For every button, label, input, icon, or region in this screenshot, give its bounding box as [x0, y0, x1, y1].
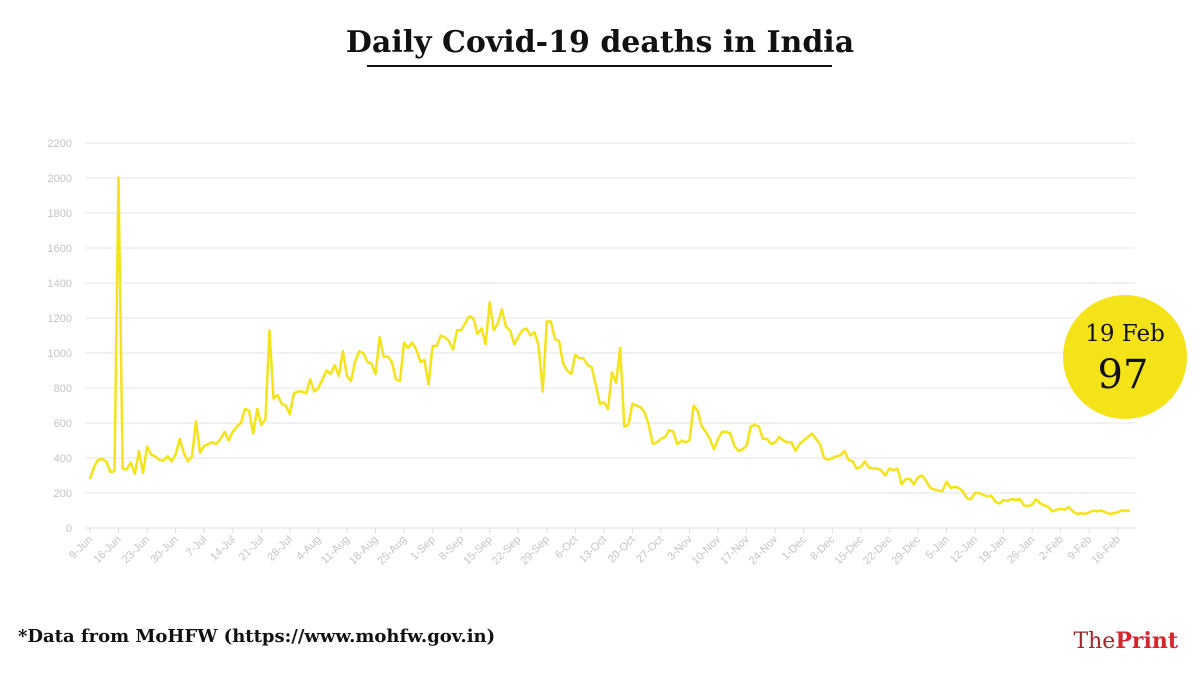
x-tick-label: 16-Feb	[1090, 534, 1123, 567]
callout-value: 97	[1098, 352, 1149, 398]
x-tick-label: 27-Oct	[634, 534, 666, 566]
x-tick-label: 10-Nov	[690, 533, 724, 567]
x-tick-label: 11-Aug	[319, 534, 352, 567]
x-tick-label: 20-Oct	[606, 534, 638, 566]
x-tick-label: 24-Nov	[747, 533, 781, 567]
x-tick-label: 15-Dec	[832, 533, 866, 567]
y-tick-label: 1000	[48, 348, 72, 360]
y-tick-label: 400	[54, 453, 72, 465]
x-tick-label: 14-Jul	[208, 534, 238, 564]
x-tick-label: 21-Jul	[237, 534, 267, 564]
y-tick-label: 0	[66, 523, 72, 535]
x-tick-label: 28-Jul	[265, 534, 295, 564]
x-tick-label: 22-Sep	[490, 534, 524, 568]
y-tick-label: 1400	[48, 278, 72, 290]
data-line	[88, 176, 1131, 516]
x-tick-label: 29-Sep	[518, 534, 552, 568]
x-tick-label: 26-Jan	[1005, 534, 1037, 566]
brand-second: Print	[1115, 628, 1178, 654]
x-tick-label: 2-Feb	[1037, 534, 1066, 563]
x-tick-label: 22-Dec	[861, 533, 895, 567]
x-tick-label: 1-Dec	[780, 533, 810, 563]
x-tick-label: 16-Jun	[91, 534, 123, 566]
source-note: *Data from MoHFW (https://www.mohfw.gov.…	[18, 626, 495, 647]
x-tick-label: 1-Sep	[408, 534, 437, 563]
brand-first: The	[1073, 629, 1115, 654]
x-tick-label: 23-Jun	[120, 534, 152, 566]
x-tick-label: 30-Jun	[148, 534, 180, 566]
y-tick-label: 2200	[48, 138, 72, 150]
x-tick-label: 17-Nov	[718, 533, 752, 567]
x-tick-label: 19-Jan	[976, 534, 1008, 566]
x-tick-label: 18-Aug	[347, 534, 381, 568]
chart-title: Daily Covid-19 deaths in India	[346, 25, 854, 60]
callout-date: 19 Feb	[1085, 321, 1165, 347]
x-tick-label: 12-Jan	[948, 534, 980, 566]
callout-circle	[1063, 295, 1187, 419]
brand-logo: ThePrint	[1073, 628, 1178, 654]
y-tick-label: 1800	[48, 208, 72, 220]
x-tick-label: 13-Oct	[577, 534, 609, 566]
y-tick-label: 200	[54, 488, 72, 500]
x-tick-label: 15-Sep	[461, 534, 495, 568]
y-tick-label: 1200	[48, 313, 72, 325]
x-tick-label: 29-Dec	[889, 533, 923, 567]
y-tick-label: 1600	[48, 243, 72, 255]
x-tick-label: 25-Aug	[376, 534, 410, 568]
y-tick-label: 800	[54, 383, 72, 395]
y-tick-label: 600	[54, 418, 72, 430]
y-tick-label: 2000	[48, 173, 72, 185]
x-tick-label: 7-Jul	[184, 534, 209, 559]
